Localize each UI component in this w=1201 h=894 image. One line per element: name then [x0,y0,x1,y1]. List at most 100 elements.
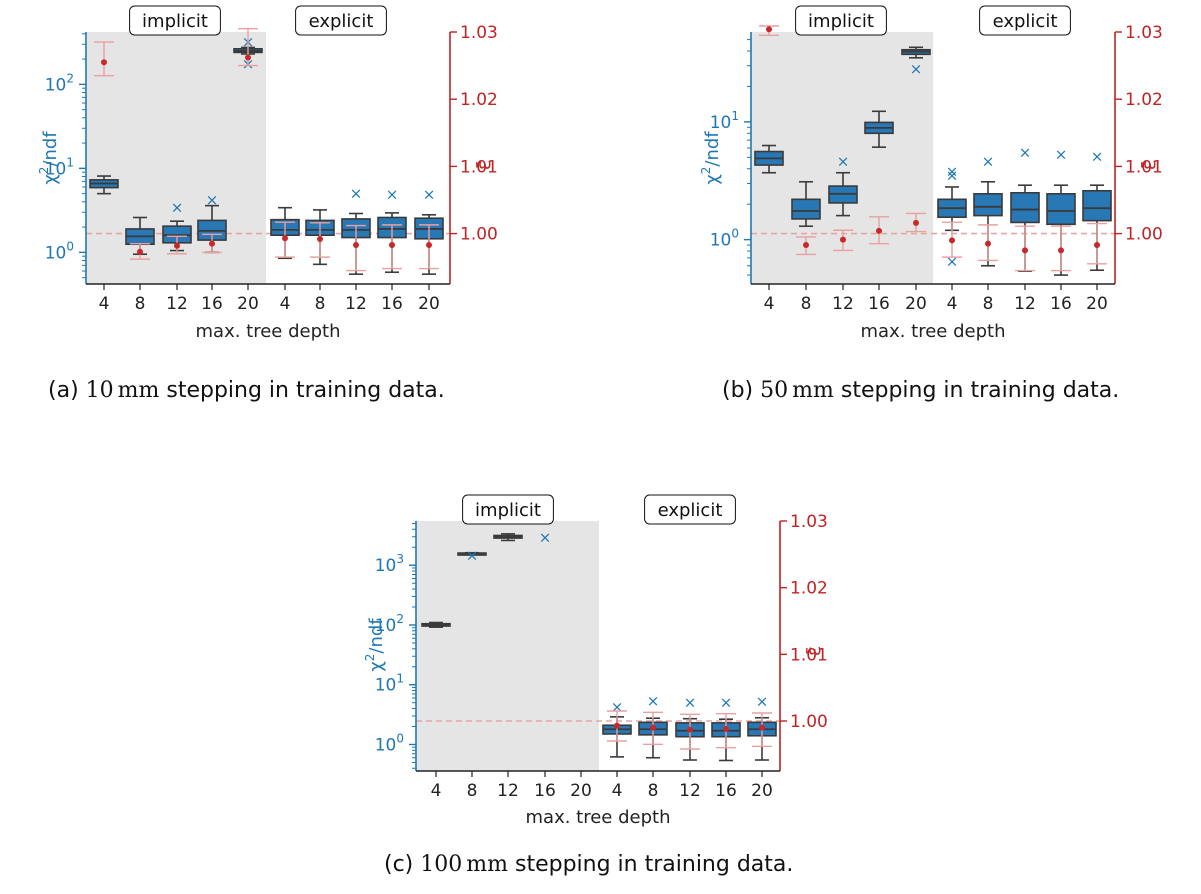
flier-marker: × [1091,147,1104,165]
group-label-explicit-frame [295,5,387,36]
x-tick-label: 8 [801,294,812,314]
box-body [1010,191,1040,224]
flier-marker: × [720,694,733,712]
x-tick-label: 8 [983,294,994,314]
eps-point-20-explicit [752,712,772,748]
box-body [1082,189,1112,222]
eps-point-8-implicit [796,236,816,256]
flier-marker: × [1055,145,1068,163]
left-tick-label: 102 [45,71,74,95]
group-label-explicit-text: explicit [993,11,1058,32]
box-4-implicit [754,144,784,174]
x-tick-label: 20 [570,781,592,801]
x-tick-label: 12 [166,294,188,314]
left-axis-label: χ2/ndf [363,618,387,672]
flier-marker: × [611,698,624,716]
x-tick-label: 12 [679,781,701,801]
x-tick-label: 12 [345,294,367,314]
left-axis-label: χ2/ndf [699,131,723,185]
left-tick-exponent: 2 [66,71,74,85]
flier-marker: × [171,199,184,217]
x-tick-label: 20 [418,294,440,314]
left-axis-label-rest: /ndf [702,131,723,167]
eps-mean-dot [137,248,143,255]
x-tick-label: 8 [135,294,146,314]
x-tick-label: 8 [315,294,326,314]
flier-marker: × [350,185,363,203]
right-axis-label: ε̄ [473,160,495,170]
flier-marker: × [1019,143,1032,161]
x-axis-label: max. tree depth [526,807,671,828]
group-label-implicit: implicit [462,494,554,525]
box-12-implicit: × [828,153,858,217]
right-tick-label: 1.03 [790,512,828,532]
group-label-implicit-frame [462,494,554,525]
right-tick-label: 1.03 [460,23,498,43]
flier-marker: × [386,185,399,203]
eps-point-20-implicit [906,212,926,233]
left-tick-label: 101 [375,672,404,696]
eps-mean-dot [426,242,432,249]
eps-mean-dot [985,240,991,247]
left-tick-exponent: 1 [396,672,404,686]
eps-point-8-explicit [310,222,330,258]
eps-point-20-implicit [238,27,258,67]
box-16-implicit [864,110,894,148]
left-tick-exponent: 0 [66,239,74,253]
eps-point-16-implicit [202,233,222,254]
eps-point-16-explicit [382,224,402,270]
eps-mean-dot [876,227,882,234]
eps-mean-dot [913,219,919,226]
eps-point-20-explicit [1087,222,1107,265]
eps-point-4-implicit [759,25,779,37]
box-8-implicit: × [457,547,487,565]
right-tick-label: 1.01 [1125,157,1163,177]
left-tick-exponent: 1 [66,155,74,169]
box-4-implicit [89,175,119,195]
x-tick-label: 12 [832,294,854,314]
flier-marker: × [423,185,436,203]
eps-point-16-explicit [716,712,736,749]
eps-point-16-explicit [1051,225,1071,272]
eps-mean-dot [1022,247,1028,254]
flier-marker: × [466,547,479,565]
left-axis-label-exponent: 2 [37,167,51,175]
eps-point-12-explicit [346,224,366,272]
flier-marker: × [910,60,923,78]
eps-mean-dot [614,722,620,729]
left-tick-exponent: 3 [396,552,404,566]
eps-point-20-explicit [419,224,439,270]
eps-mean-dot [650,724,656,731]
eps-mean-dot [1058,247,1064,254]
left-tick-exponent: 0 [731,227,739,241]
right-tick-label: 1.01 [460,157,498,177]
group-label-implicit-text: implicit [475,500,541,521]
group-label-explicit: explicit [295,5,387,36]
flier-marker: × [206,191,219,209]
flier-marker: × [539,529,552,547]
x-axis-label: max. tree depth [861,321,1006,342]
x-tick-label: 12 [497,781,519,801]
group-label-explicit: explicit [979,5,1071,36]
left-axis-label: χ2/ndf [37,131,61,185]
eps-mean-dot [245,54,251,61]
eps-mean-dot [687,726,693,733]
eps-mean-dot [282,235,288,242]
x-tick-label: 20 [1086,294,1108,314]
caption-prefix: (b) [722,378,761,403]
flier-marker: × [684,694,697,712]
box-12-implicit [493,533,523,542]
x-tick-label: 20 [751,781,773,801]
left-axis-label-rest: /ndf [366,618,387,654]
flier-marker: × [647,692,660,710]
left-tick-exponent: 0 [396,731,404,745]
caption-b: (b) 50 mm stepping in training data. [722,378,1119,403]
group-label-explicit-frame [644,494,736,525]
eps-point-8-implicit [130,242,150,260]
eps-point-12-explicit [680,713,700,750]
left-tick-label: 100 [45,239,74,263]
box-body [791,198,821,220]
caption-value: 10 [85,378,114,403]
x-tick-label: 16 [534,781,556,801]
